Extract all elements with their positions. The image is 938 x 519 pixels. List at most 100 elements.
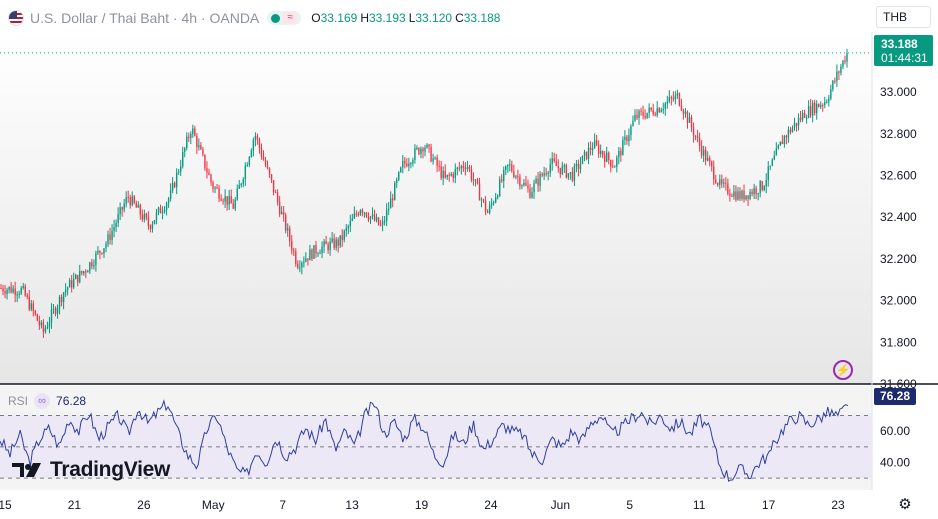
candle-body <box>761 181 763 190</box>
symbol-title[interactable]: U.S. Dollar / Thai Baht · 4h · OANDA <box>30 10 260 26</box>
candle-body <box>539 173 541 186</box>
candle-body <box>44 328 47 332</box>
gear-icon[interactable]: ⚙ <box>898 496 912 513</box>
candle-body <box>52 308 55 310</box>
candle-body <box>422 148 424 152</box>
candle-body <box>36 314 39 321</box>
tradingview-logo[interactable]: TradingView <box>12 458 170 482</box>
candle-body <box>549 164 551 173</box>
candle-body <box>486 211 489 213</box>
candle-body <box>670 97 673 99</box>
candle-body <box>749 191 751 199</box>
candle-body <box>767 166 769 181</box>
rsi-settings-icon[interactable]: ∞ <box>34 393 51 409</box>
candle-body <box>194 128 196 136</box>
candle-body <box>442 171 444 179</box>
bolt-icon[interactable]: ⚡ <box>833 360 853 380</box>
candle-body <box>355 213 358 215</box>
tradingview-logo-icon <box>12 463 41 477</box>
candle-body <box>499 179 501 196</box>
candle-body <box>416 147 418 149</box>
candle-body <box>721 179 723 184</box>
candle-body <box>323 241 325 247</box>
candle-body <box>131 196 133 206</box>
candle-body <box>610 160 612 167</box>
candle-body <box>818 103 820 108</box>
candle-body <box>650 107 652 110</box>
candle-body <box>325 241 327 245</box>
candle-body <box>656 108 658 116</box>
time-tick-label: 24 <box>484 498 498 512</box>
candle-body <box>628 134 630 142</box>
candle-body <box>811 102 814 116</box>
candle-body <box>644 115 646 118</box>
candle-body <box>654 114 656 116</box>
price-tick-label: 32.200 <box>880 252 917 266</box>
candle-body <box>652 109 654 115</box>
candle-body <box>569 172 572 174</box>
candle-body <box>87 271 89 273</box>
price-axis[interactable]: 33.000 32.800 32.600 32.400 32.200 32.000 31.8… <box>880 85 917 391</box>
candle-body <box>32 303 35 311</box>
candle-body <box>696 136 699 138</box>
candle-body <box>753 188 755 195</box>
candle-body <box>575 163 578 167</box>
candle-body <box>351 218 354 221</box>
candle-body <box>28 296 30 310</box>
price-tick-label: 32.000 <box>880 294 917 308</box>
candle-body <box>341 235 343 240</box>
currency-button[interactable]: THB <box>876 6 931 28</box>
candle-body <box>664 103 666 109</box>
candle-body <box>280 211 283 215</box>
wave-icon: ≈ <box>283 12 298 24</box>
candle-body <box>182 152 184 167</box>
candle-body <box>561 166 564 174</box>
candle-body <box>444 171 446 178</box>
candle-body <box>462 166 465 168</box>
candle-body <box>66 287 69 290</box>
candle-body <box>426 144 428 148</box>
candle-body <box>523 182 525 186</box>
candle-body <box>387 208 390 210</box>
candle-body <box>389 198 392 209</box>
candle-body <box>809 106 812 116</box>
candle-body <box>228 196 230 205</box>
rsi-axis[interactable]: 60.00 40.00 <box>880 424 910 469</box>
candle-body <box>204 154 206 169</box>
market-status-pill[interactable]: ≈ <box>267 11 302 25</box>
candle-body <box>109 234 111 240</box>
candle-body <box>503 169 505 181</box>
candle-body <box>244 166 247 180</box>
candle-body <box>137 204 140 208</box>
candle-body <box>519 176 521 186</box>
candle-body <box>616 157 618 167</box>
candle-body <box>708 157 711 162</box>
candle-body <box>454 169 457 178</box>
candle-body <box>585 151 588 160</box>
candle-body <box>329 241 331 251</box>
candle-body <box>149 225 152 229</box>
candle-body <box>474 179 477 181</box>
candle-body <box>438 166 440 168</box>
candle-body <box>599 151 602 155</box>
candle-body <box>745 195 747 200</box>
candle-body <box>345 228 347 231</box>
candle-body <box>747 195 749 199</box>
candle-body <box>793 122 796 128</box>
candle-body <box>713 166 715 180</box>
candle-body <box>258 139 261 148</box>
time-axis[interactable]: 15 21 26 May 7 13 19 24 Jun 5 11 17 23 <box>0 498 845 512</box>
candle-body <box>719 179 721 185</box>
candle-body <box>640 110 642 112</box>
candle-body <box>135 202 137 208</box>
candle-body <box>133 196 135 203</box>
candle-body <box>184 148 186 153</box>
rsi-name[interactable]: RSI <box>8 394 29 408</box>
candle-body <box>472 179 475 181</box>
candle-body <box>175 172 178 188</box>
candle-body <box>319 253 321 255</box>
candle-body <box>636 114 638 119</box>
candle-body <box>822 105 824 107</box>
open-value: O33.169 <box>311 11 358 25</box>
